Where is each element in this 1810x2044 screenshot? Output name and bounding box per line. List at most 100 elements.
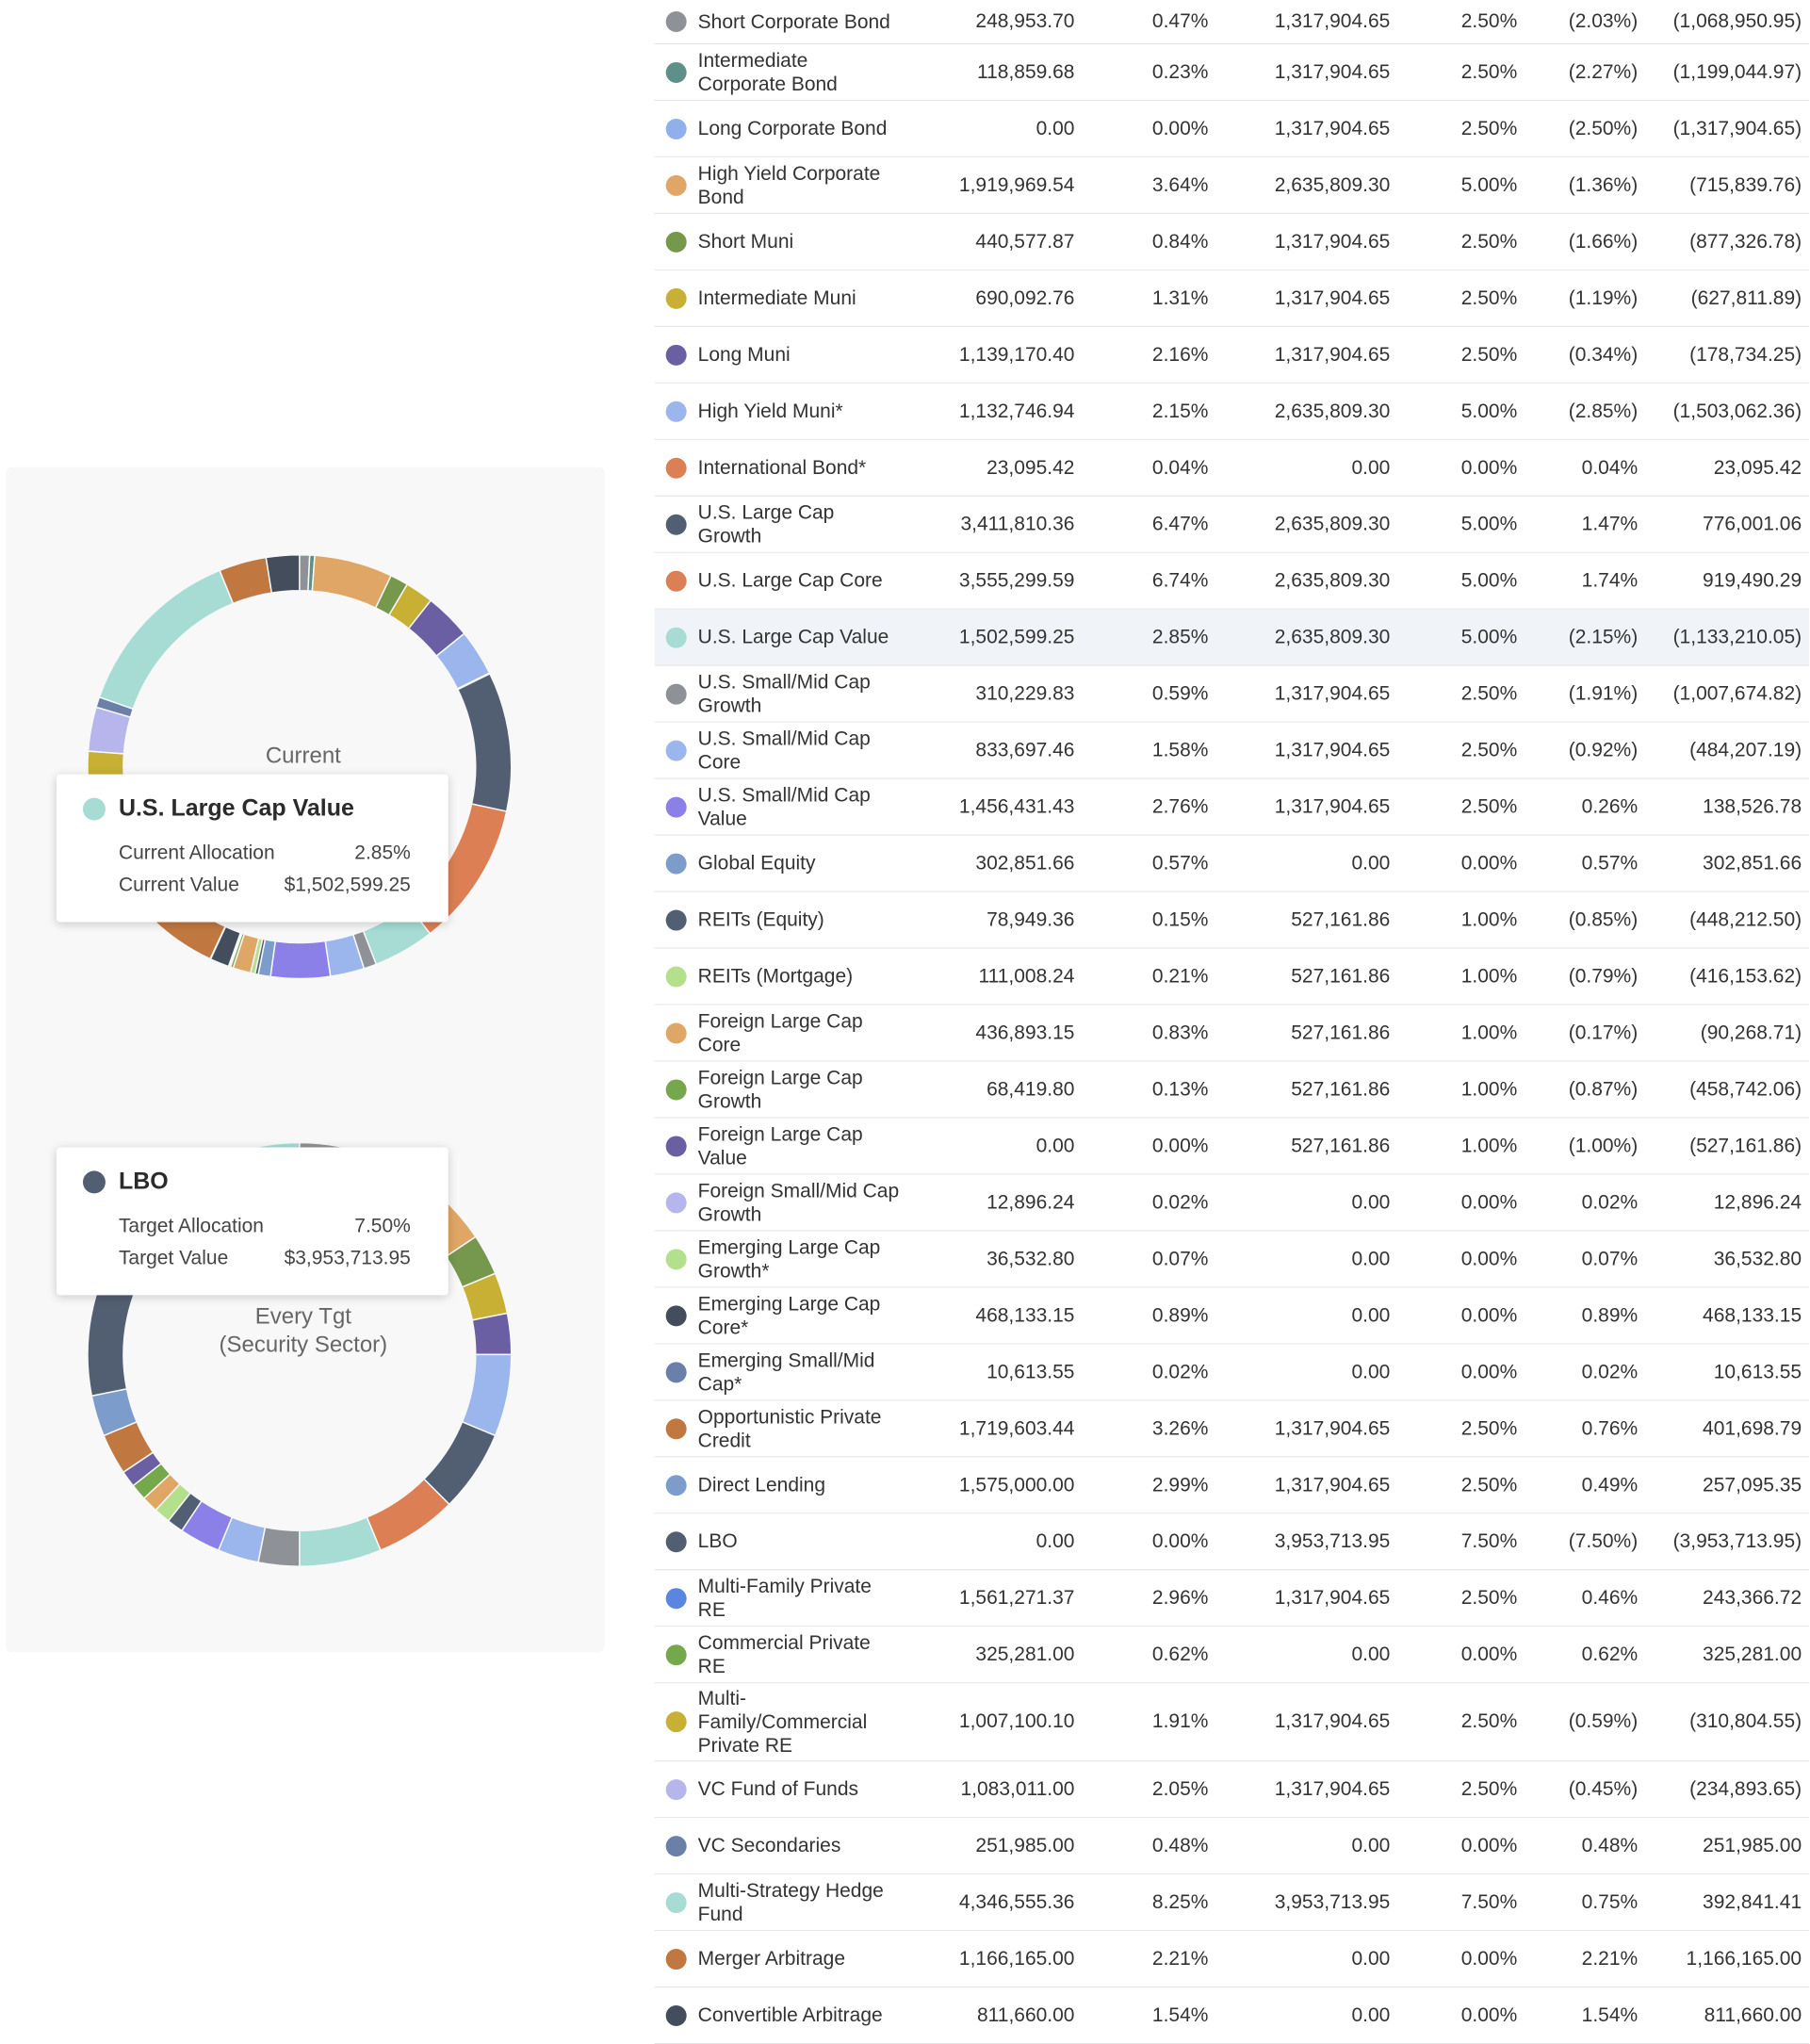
allocation-table: Short Corporate Bond 248,953.70 0.47% 1,317… xyxy=(654,0,1810,2044)
table-row[interactable]: Multi- Family/Commercial Private RE 1,007,1… xyxy=(654,1683,1810,1762)
current-value-cell: 0.00 xyxy=(1035,1529,1075,1552)
current-value-cell: 811,660.00 xyxy=(976,2003,1075,2026)
table-row[interactable]: Foreign Large Cap Growth 68,419.80 0.13% 527… xyxy=(654,1061,1810,1119)
difference-percent-cell: (0.85%) xyxy=(1568,908,1639,931)
donut-slice[interactable] xyxy=(461,1353,513,1437)
table-row[interactable]: REITs (Mortgage) 111,008.24 0.21% 527,161.8… xyxy=(654,949,1810,1006)
difference-value-cell: (3,953,713.95) xyxy=(1672,1529,1802,1552)
difference-value-cell: (1,199,044.97) xyxy=(1672,60,1802,83)
table-row[interactable]: U.S. Small/Mid Cap Value 1,456,431.43 2.76%… xyxy=(654,779,1810,836)
table-row[interactable]: Intermediate Muni 690,092.76 1.31% 1,317,90… xyxy=(654,270,1810,327)
target-chart-label: Every Tgt (Security Sector) xyxy=(181,1302,426,1359)
table-row[interactable]: Foreign Large Cap Value 0.00 0.00% 527,161.8… xyxy=(654,1118,1810,1175)
current-value-cell: 1,083,011.00 xyxy=(960,1777,1075,1800)
table-row[interactable]: Emerging Small/Mid Cap* 10,613.55 0.02% 0.00… xyxy=(654,1344,1810,1401)
table-row[interactable]: LBO 0.00 0.00% 3,953,713.95 7.50% (7.50%) (3,9… xyxy=(654,1513,1810,1571)
donut-slice[interactable] xyxy=(456,672,513,812)
table-row[interactable]: Global Equity 302,851.66 0.57% 0.00 0.00% 0.5… xyxy=(654,836,1810,892)
target-value-cell: 527,161.86 xyxy=(1291,1134,1391,1156)
current-percent-cell: 2.16% xyxy=(1151,343,1209,366)
difference-value-cell: (448,212.50) xyxy=(1689,908,1802,931)
table-row[interactable]: Short Muni 440,577.87 0.84% 1,317,904.65 2.5… xyxy=(654,214,1810,270)
table-row[interactable]: REITs (Equity) 78,949.36 0.15% 527,161.86 1.… xyxy=(654,892,1810,949)
donut-slice[interactable] xyxy=(265,553,301,594)
target-chart-label-line2: (Security Sector) xyxy=(219,1332,388,1358)
table-row[interactable]: High Yield Corporate Bond 1,919,969.54 3.64… xyxy=(654,157,1810,214)
asset-class-name-line: Growth* xyxy=(697,1259,770,1282)
asset-class-name: Short Muni xyxy=(698,230,901,253)
difference-value-cell: (310,804.55) xyxy=(1689,1710,1802,1733)
asset-class-name: Global Equity xyxy=(698,852,901,875)
current-percent-cell: 0.57% xyxy=(1151,852,1209,875)
current-value-cell: 325,281.00 xyxy=(975,1643,1075,1665)
target-value-cell: 527,161.86 xyxy=(1291,965,1391,988)
target-percent-cell: 1.00% xyxy=(1460,965,1518,988)
table-row[interactable]: Convertible Arbitrage 811,660.00 1.54% 0.00… xyxy=(654,1987,1810,2044)
difference-value-cell: (1,068,950.95) xyxy=(1672,9,1802,32)
table-row[interactable]: Emerging Large Cap Core* 468,133.15 0.89% 0.… xyxy=(654,1287,1810,1345)
table-row[interactable]: U.S. Large Cap Core 3,555,299.59 6.74% 2,63… xyxy=(654,553,1810,610)
asset-class-name: High Yield Corporate Bond xyxy=(698,161,901,208)
table-row[interactable]: Foreign Large Cap Core 436,893.15 0.83% 527,… xyxy=(654,1006,1810,1062)
table-row[interactable]: Opportunistic Private Credit 1,719,603.44 3… xyxy=(654,1400,1810,1458)
difference-value-cell: 251,985.00 xyxy=(1703,1834,1802,1856)
target-percent-cell: 2.50% xyxy=(1460,1777,1518,1800)
asset-class-name-line: VC Secondaries xyxy=(697,1835,841,1857)
series-color-dot xyxy=(665,796,687,818)
target-percent-cell: 0.00% xyxy=(1460,1643,1518,1665)
target-value-cell: 1,317,904.65 xyxy=(1274,230,1391,253)
table-row[interactable]: Commercial Private RE 325,281.00 0.62% 0.00… xyxy=(654,1627,1810,1684)
current-percent-cell: 2.05% xyxy=(1151,1777,1209,1800)
asset-class-name-line: Corporate Bond xyxy=(697,73,838,95)
asset-class-name-line: U.S. Small/Mid Cap xyxy=(697,784,871,807)
table-row[interactable]: VC Fund of Funds 1,083,011.00 2.05% 1,317,9… xyxy=(654,1761,1810,1819)
table-row[interactable]: U.S. Small/Mid Cap Core 833,697.46 1.58% 1,3… xyxy=(654,723,1810,779)
table-row[interactable]: Long Corporate Bond 0.00 0.00% 1,317,904.65… xyxy=(654,101,1810,157)
current-value-cell: 1,575,000.00 xyxy=(958,1473,1075,1496)
donut-slice[interactable] xyxy=(299,1516,382,1567)
table-row[interactable]: Direct Lending 1,575,000.00 2.99% 1,317,904… xyxy=(654,1457,1810,1514)
table-row[interactable]: U.S. Small/Mid Cap Growth 310,229.83 0.59% 1… xyxy=(654,666,1810,723)
tooltip-row: Target Allocation 7.50% xyxy=(83,1210,411,1242)
current-percent-cell: 0.04% xyxy=(1151,456,1209,479)
current-percent-cell: 0.59% xyxy=(1151,682,1209,705)
table-row[interactable]: Intermediate Corporate Bond 118,859.68 0.23… xyxy=(654,44,1810,101)
asset-class-name-line: Private RE xyxy=(697,1734,792,1757)
target-value-cell: 1,317,904.65 xyxy=(1274,1473,1391,1496)
target-value-cell: 0.00 xyxy=(1351,1947,1391,1970)
asset-class-name-line: Foreign Large Cap xyxy=(697,1010,863,1032)
donut-slice[interactable] xyxy=(471,1312,513,1356)
table-row[interactable]: Multi-Family Private RE 1,561,271.37 2.96% 1… xyxy=(654,1570,1810,1627)
current-percent-cell: 1.31% xyxy=(1151,286,1209,309)
table-row[interactable]: U.S. Large Cap Growth 3,411,810.36 6.47% 2,… xyxy=(654,497,1810,553)
table-row[interactable]: Multi-Strategy Hedge Fund 4,346,555.36 8.25… xyxy=(654,1874,1810,1932)
current-value-cell: 23,095.42 xyxy=(987,456,1075,479)
current-percent-cell: 0.00% xyxy=(1151,117,1209,139)
target-value-cell: 1,317,904.65 xyxy=(1274,795,1391,818)
current-value-cell: 36,532.80 xyxy=(987,1247,1075,1269)
table-row[interactable]: Long Muni 1,139,170.40 2.16% 1,317,904.65 2.… xyxy=(654,327,1810,384)
table-row[interactable]: VC Secondaries 251,985.00 0.48% 0.00 0.00% 0.… xyxy=(654,1818,1810,1875)
table-row[interactable]: High Yield Muni* 1,132,746.94 2.15% 2,635,8… xyxy=(654,384,1810,440)
donut-slice[interactable] xyxy=(269,940,332,980)
donut-slice[interactable] xyxy=(98,569,235,711)
series-color-dot xyxy=(665,1361,687,1382)
current-value-cell: 68,419.80 xyxy=(987,1077,1075,1100)
table-row[interactable]: Foreign Small/Mid Cap Growth 12,896.24 0.02… xyxy=(654,1174,1810,1232)
difference-percent-cell: 0.04% xyxy=(1581,456,1639,479)
asset-class-name-line: Bond xyxy=(697,186,744,208)
current-value-cell: 78,949.36 xyxy=(987,908,1075,931)
target-percent-cell: 0.00% xyxy=(1460,2003,1518,2026)
table-row[interactable]: U.S. Large Cap Value 1,502,599.25 2.85% 2,6… xyxy=(654,609,1810,666)
table-row[interactable]: International Bond* 23,095.42 0.04% 0.00 0.0… xyxy=(654,440,1810,497)
difference-value-cell: 23,095.42 xyxy=(1713,456,1802,479)
table-row[interactable]: Merger Arbitrage 1,166,165.00 2.21% 0.00 0.0… xyxy=(654,1931,1810,1988)
series-color-dot xyxy=(665,683,687,705)
difference-value-cell: (527,161.86) xyxy=(1689,1134,1802,1156)
table-row[interactable]: Emerging Large Cap Growth* 36,532.80 0.07% 0… xyxy=(654,1231,1810,1288)
table-row[interactable]: Short Corporate Bond 248,953.70 0.47% 1,317… xyxy=(654,0,1810,44)
current-value-cell: 468,133.15 xyxy=(975,1303,1075,1326)
target-value-cell: 1,317,904.65 xyxy=(1274,1777,1391,1800)
current-allocation-donut[interactable] xyxy=(0,467,599,1067)
